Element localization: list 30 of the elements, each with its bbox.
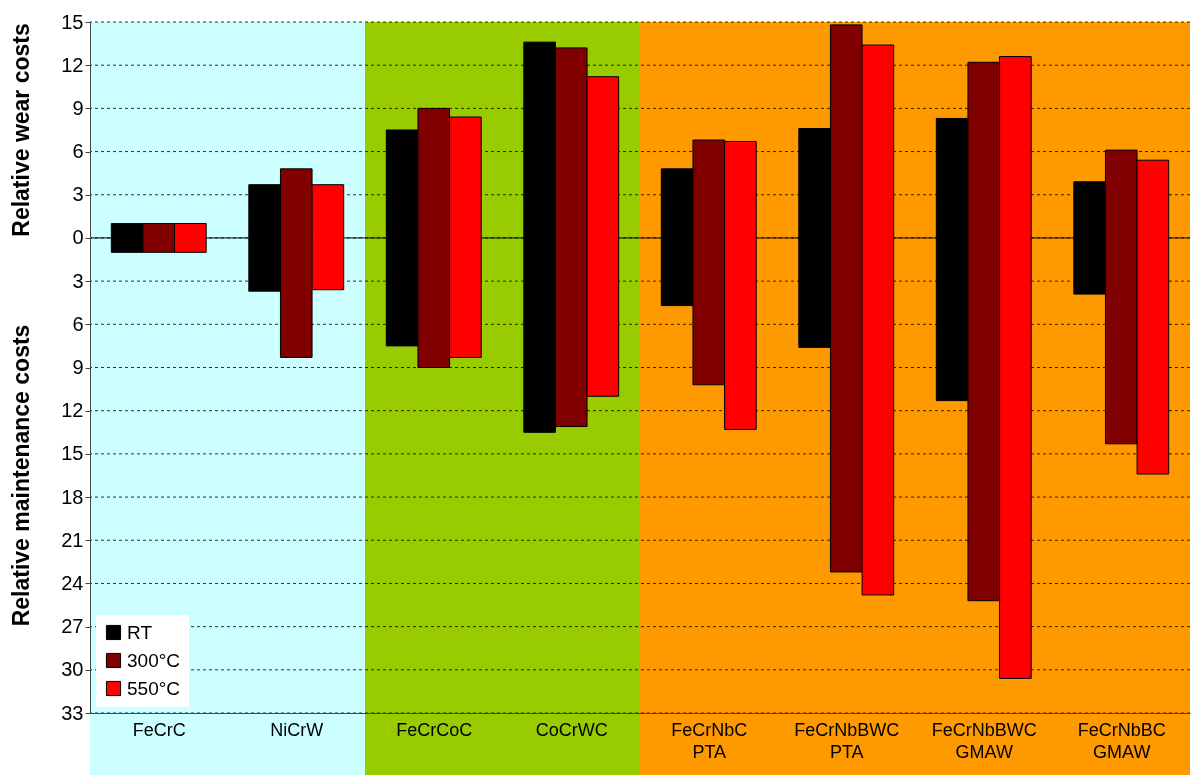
legend-label: 300°C [127, 649, 181, 671]
y-tick-label: 15 [61, 442, 84, 465]
y-tick-label: 6 [72, 140, 84, 163]
y-tick-label: 21 [61, 528, 84, 551]
y-tick-label: 15 [61, 10, 84, 33]
y-tick-label: 30 [61, 658, 84, 681]
y-tick-label: 27 [61, 615, 84, 638]
x-tick-label: FeCrNbBWC GMAW [931, 719, 1037, 762]
text: Relative maintenance costs [8, 324, 34, 627]
y-tick-label: 33 [61, 701, 84, 724]
y-tick-label: 9 [72, 96, 84, 119]
x-tick-label: FeCrNbBC GMAW [1077, 719, 1166, 762]
x-tick-label: FeCrC [132, 719, 186, 740]
y-tick-label: 24 [61, 571, 84, 594]
y-tick-label: 12 [61, 399, 84, 422]
y-tick-label: 6 [72, 312, 84, 335]
x-tick-label: FeCrCoC [396, 719, 473, 740]
x-tick-label: CoCrWC [535, 719, 608, 740]
legend-label: RT [127, 621, 153, 643]
y-tick-label: 18 [61, 485, 84, 508]
y-tick-label: 12 [61, 53, 84, 76]
y-tick-label: 0 [72, 226, 84, 249]
y-tick-label: 3 [72, 269, 84, 292]
y-tick-label: 9 [72, 356, 84, 378]
y-axis-title: Relative wear costs [8, 23, 34, 237]
legend-label: 550°C [127, 677, 181, 699]
y-tick-label: 3 [72, 183, 84, 206]
x-tick-label: NiCrW [270, 719, 324, 740]
x-tick-label: FeCrNbC PTA [671, 719, 748, 762]
x-tick-label: FeCrNbBWC PTA [794, 719, 900, 762]
